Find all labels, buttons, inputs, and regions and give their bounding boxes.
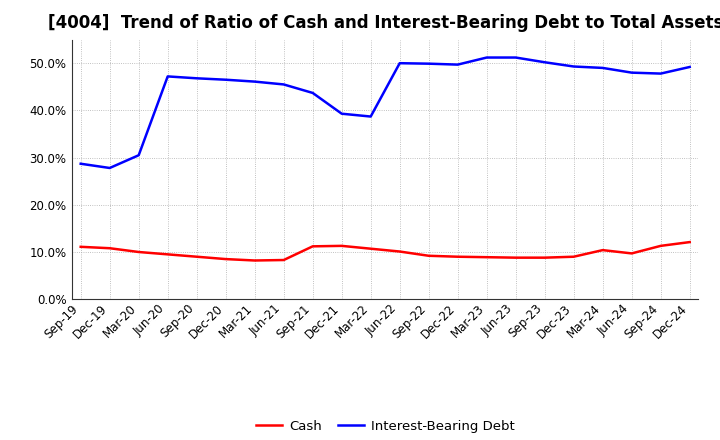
Cash [482,255,491,260]
Cash [308,244,317,249]
Interest-Bearing Debt [424,61,433,66]
Cash [251,258,259,263]
Cash [685,239,694,245]
Interest-Bearing Debt [454,62,462,67]
Interest-Bearing Debt [366,114,375,119]
Interest-Bearing Debt [251,79,259,84]
Line: Cash: Cash [81,242,690,260]
Cash [163,252,172,257]
Interest-Bearing Debt [627,70,636,75]
Interest-Bearing Debt [395,61,404,66]
Cash [279,257,288,263]
Cash [570,254,578,259]
Cash [454,254,462,259]
Cash [424,253,433,258]
Interest-Bearing Debt [279,82,288,87]
Interest-Bearing Debt [76,161,85,166]
Interest-Bearing Debt [308,90,317,95]
Interest-Bearing Debt [163,74,172,79]
Legend: Cash, Interest-Bearing Debt: Cash, Interest-Bearing Debt [251,415,520,438]
Cash [541,255,549,260]
Cash [76,244,85,249]
Cash [598,247,607,253]
Cash [366,246,375,251]
Line: Interest-Bearing Debt: Interest-Bearing Debt [81,58,690,168]
Interest-Bearing Debt [221,77,230,82]
Interest-Bearing Debt [685,64,694,70]
Cash [221,257,230,262]
Interest-Bearing Debt [511,55,520,60]
Interest-Bearing Debt [338,111,346,116]
Interest-Bearing Debt [192,76,201,81]
Cash [135,249,143,255]
Interest-Bearing Debt [598,65,607,70]
Cash [105,246,114,251]
Interest-Bearing Debt [482,55,491,60]
Title: [4004]  Trend of Ratio of Cash and Interest-Bearing Debt to Total Assets: [4004] Trend of Ratio of Cash and Intere… [48,15,720,33]
Cash [192,254,201,259]
Interest-Bearing Debt [570,64,578,69]
Cash [627,251,636,256]
Interest-Bearing Debt [541,59,549,65]
Interest-Bearing Debt [105,165,114,171]
Cash [511,255,520,260]
Cash [395,249,404,254]
Cash [657,243,665,249]
Cash [338,243,346,249]
Interest-Bearing Debt [135,153,143,158]
Interest-Bearing Debt [657,71,665,76]
